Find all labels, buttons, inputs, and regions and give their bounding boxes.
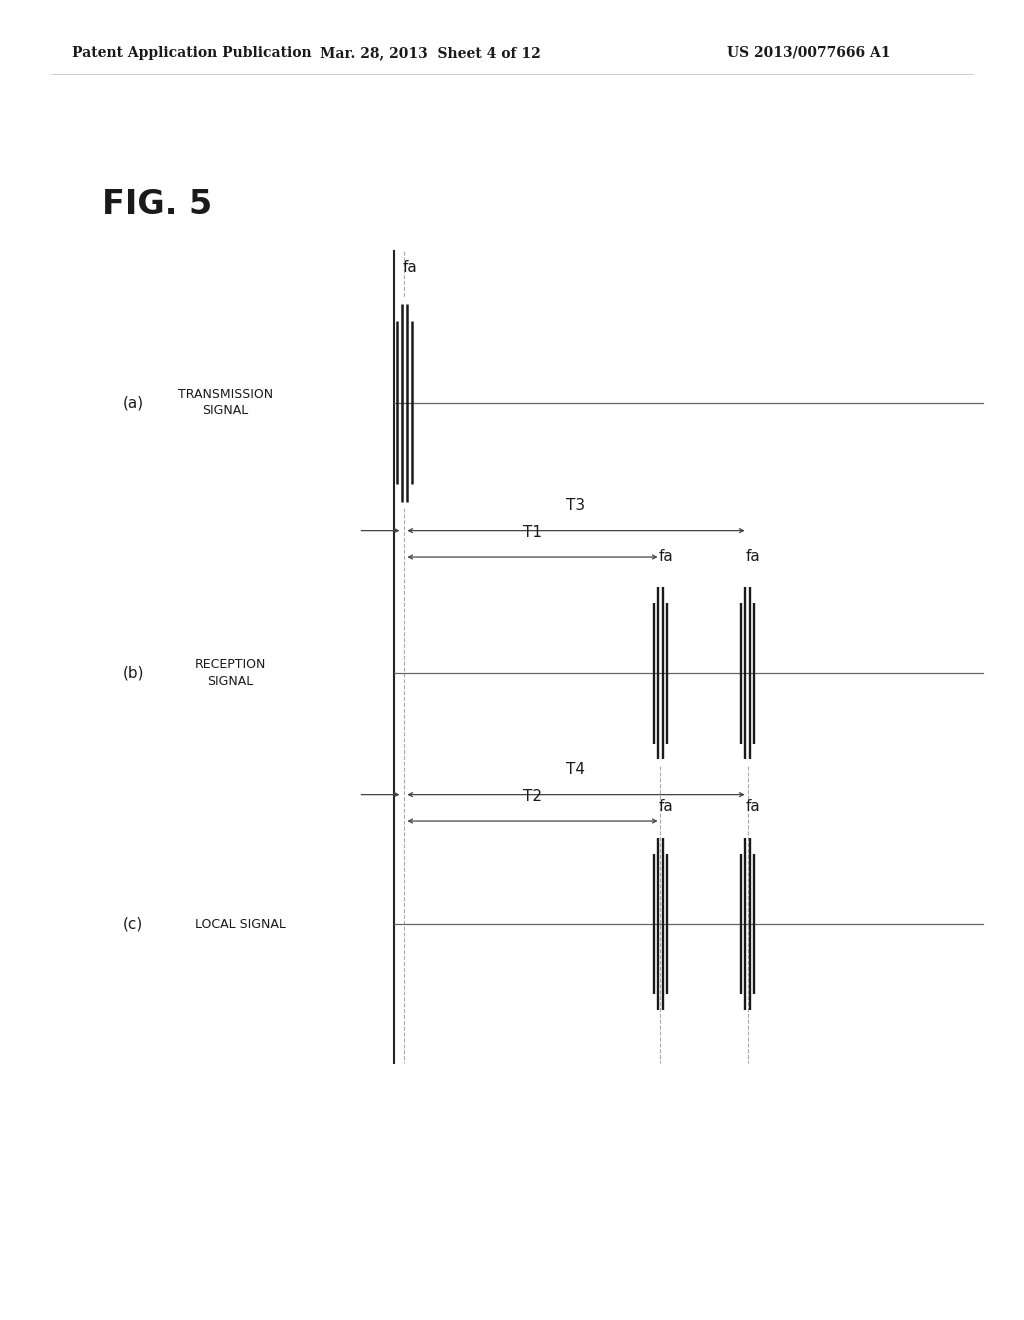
Text: TRANSMISSION
SIGNAL: TRANSMISSION SIGNAL [178, 388, 272, 417]
Text: fa: fa [402, 260, 417, 275]
Text: Mar. 28, 2013  Sheet 4 of 12: Mar. 28, 2013 Sheet 4 of 12 [319, 46, 541, 59]
Text: T2: T2 [523, 789, 542, 804]
Text: Patent Application Publication: Patent Application Publication [72, 46, 311, 59]
Text: fa: fa [658, 549, 673, 564]
Text: (c): (c) [123, 916, 143, 932]
Text: FIG. 5: FIG. 5 [102, 189, 213, 222]
Text: RECEPTION
SIGNAL: RECEPTION SIGNAL [195, 659, 266, 688]
Text: (a): (a) [123, 395, 143, 411]
Text: fa: fa [745, 800, 760, 814]
Text: T3: T3 [566, 499, 586, 513]
Text: T4: T4 [566, 763, 586, 777]
Text: US 2013/0077666 A1: US 2013/0077666 A1 [727, 46, 891, 59]
Text: LOCAL SIGNAL: LOCAL SIGNAL [196, 917, 286, 931]
Text: fa: fa [658, 800, 673, 814]
Text: T1: T1 [523, 525, 542, 540]
Text: (b): (b) [123, 665, 143, 681]
Text: fa: fa [745, 549, 760, 564]
